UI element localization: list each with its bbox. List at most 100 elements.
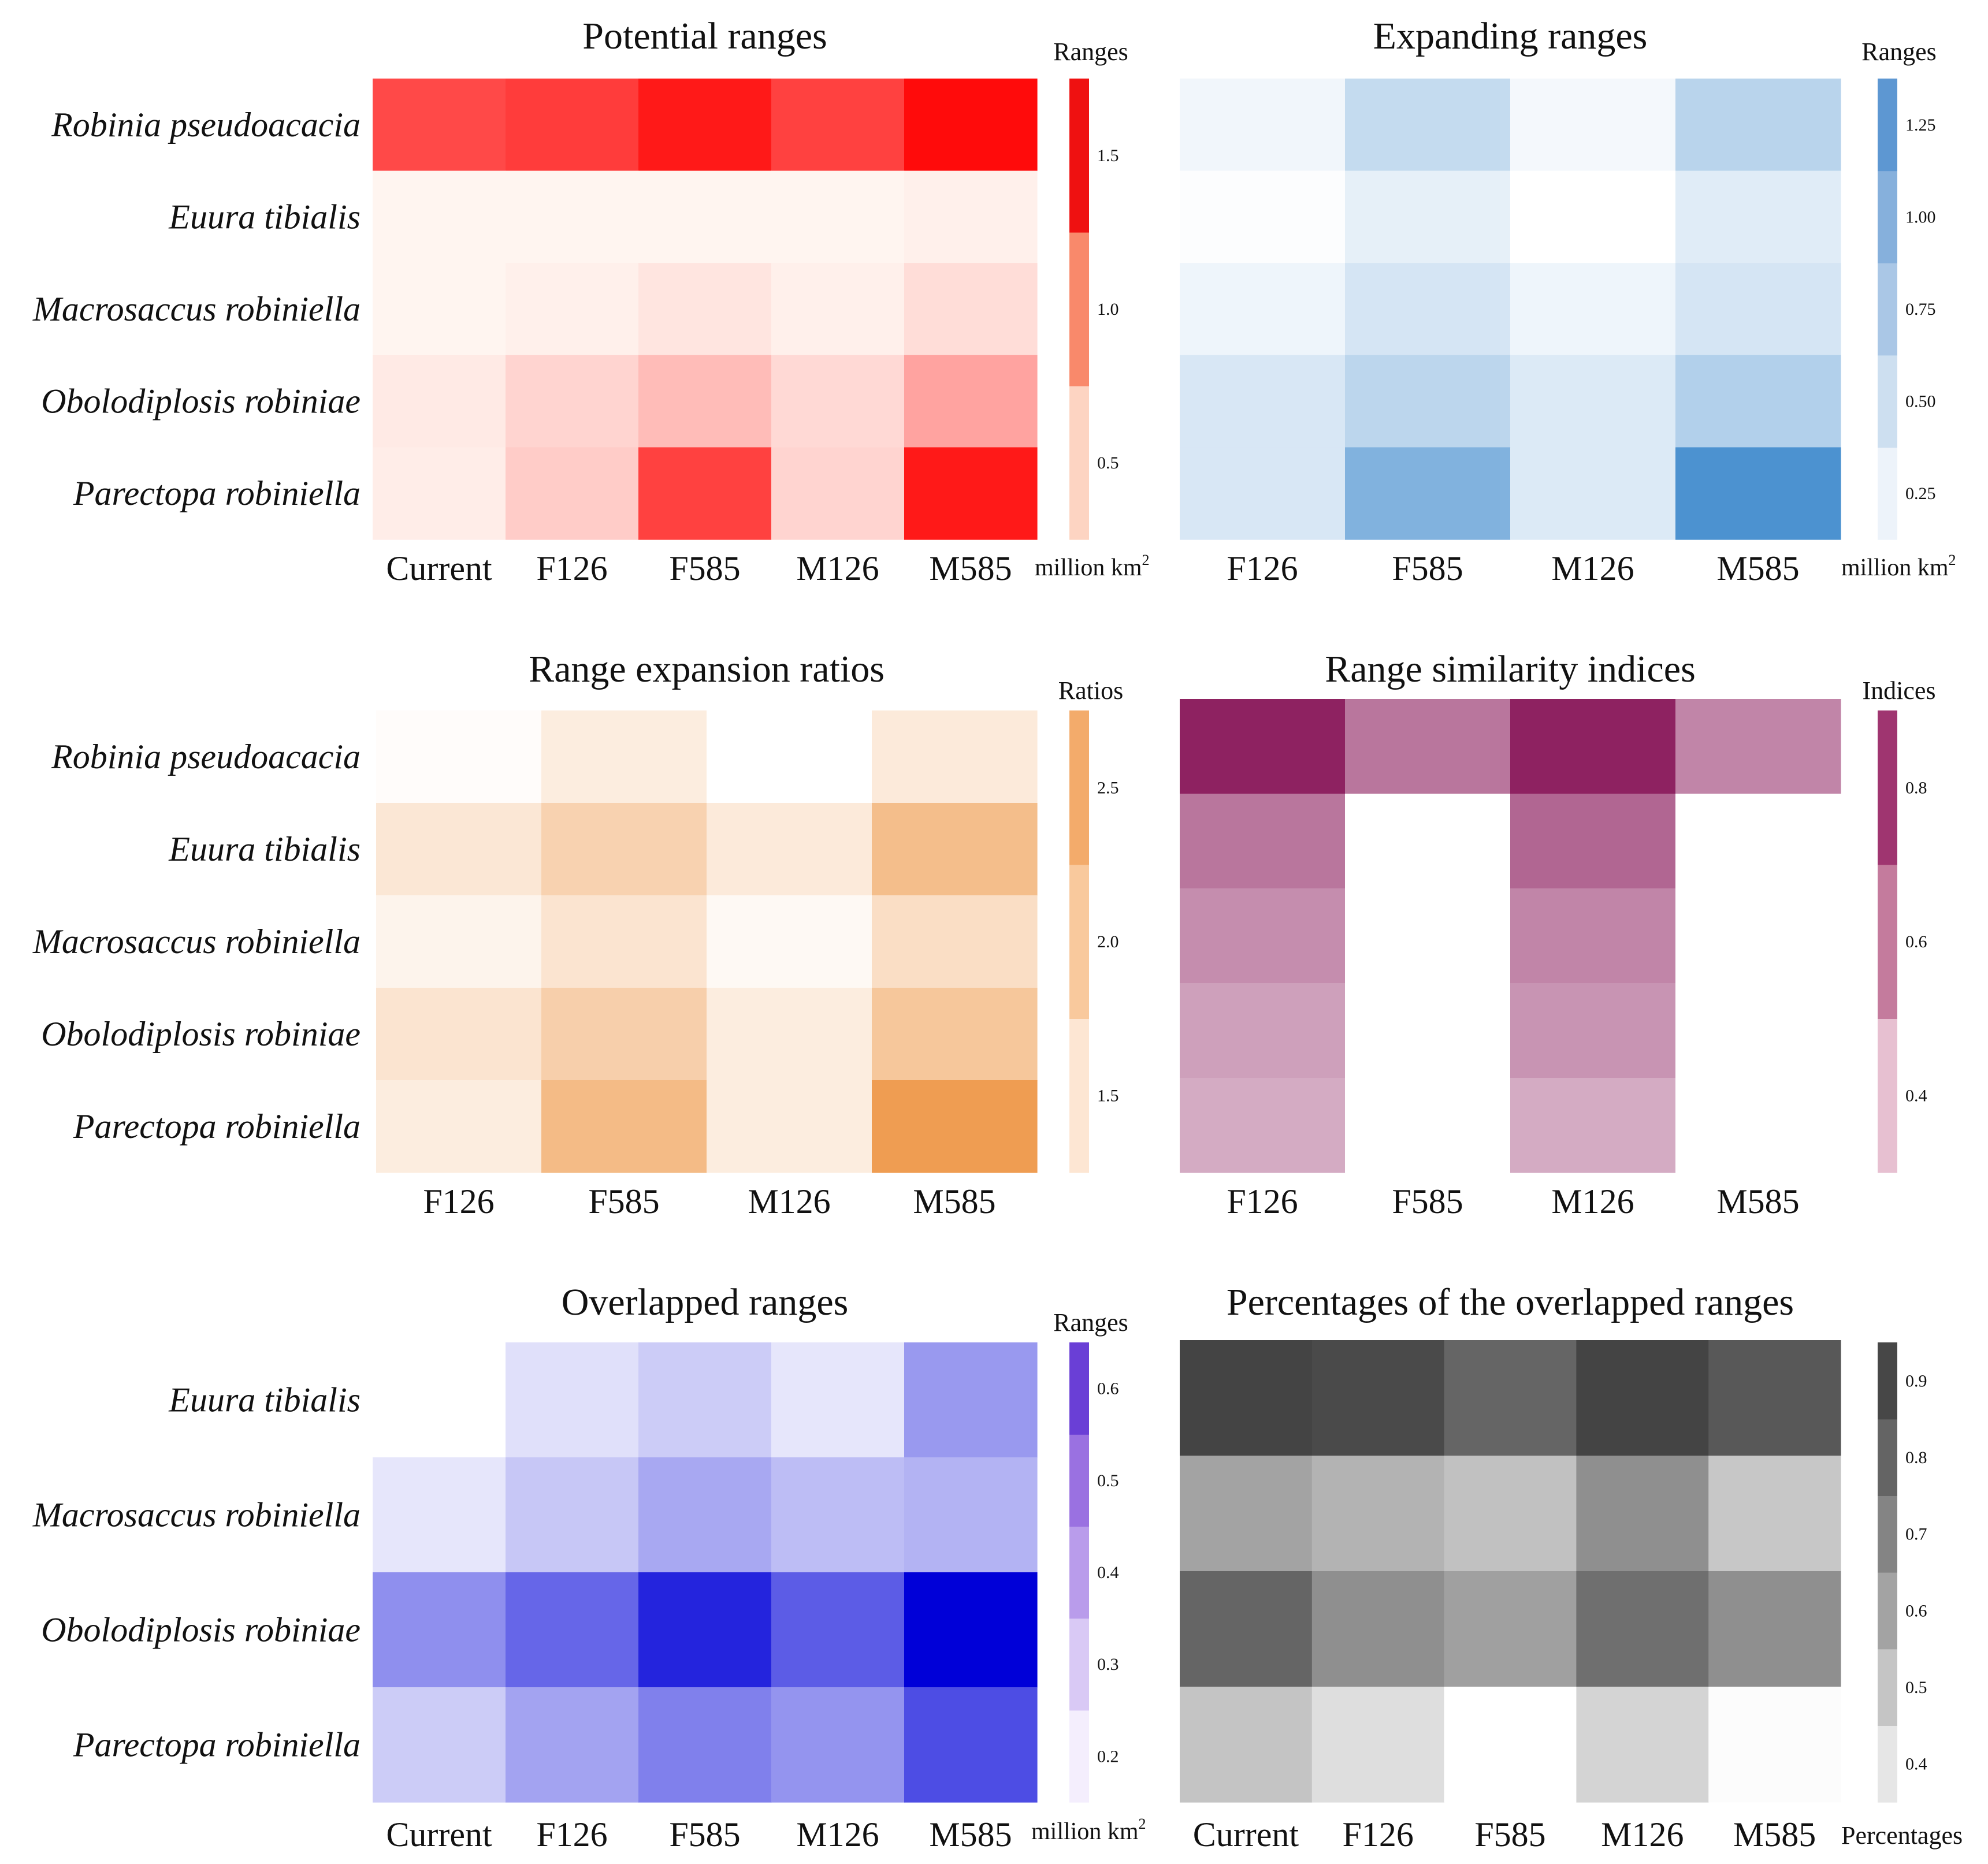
heatmap-cell <box>376 895 542 988</box>
heatmap-cell <box>1180 1687 1313 1803</box>
colorbar-band <box>1878 263 1897 356</box>
colorbar-unit: million km2 <box>1841 552 1956 581</box>
heatmap-cell <box>373 79 506 172</box>
column-label: M126 <box>796 1815 879 1854</box>
column-label: M585 <box>929 1815 1012 1854</box>
heatmap-cell <box>904 79 1038 172</box>
heatmap-cell <box>872 895 1038 988</box>
heatmap-cell <box>1311 1340 1445 1456</box>
colorbar-band <box>1878 710 1897 865</box>
heatmap-cell <box>872 988 1038 1081</box>
column-label: F126 <box>536 549 607 587</box>
colorbar-title: Percentages <box>1841 1821 1963 1850</box>
column-label: M126 <box>748 1182 830 1221</box>
heatmap-cell <box>1444 1340 1577 1456</box>
heatmap-cell <box>707 803 872 896</box>
heatmap-cell <box>1311 1456 1445 1572</box>
heatmap-cell <box>1708 1687 1841 1803</box>
heatmap-cell <box>1675 447 1841 540</box>
colorbar-band <box>1878 355 1897 448</box>
colorbar-band <box>1878 1419 1897 1496</box>
heatmap-cell <box>638 1342 772 1458</box>
column-label: M585 <box>929 549 1012 587</box>
heatmap-cell <box>1180 983 1346 1078</box>
colorbar-tick-label: 0.8 <box>1905 778 1927 797</box>
heatmap-cell <box>1576 1571 1709 1687</box>
expansion_ratios-panel: Range expansion ratios Robinia pseudoacac… <box>32 648 1123 1221</box>
colorbar-band <box>1878 1495 1897 1573</box>
colorbar-band <box>1878 1725 1897 1803</box>
heatmap-cell <box>1180 1571 1313 1687</box>
heatmap-cell <box>1510 794 1676 889</box>
heatmap-cell <box>506 79 639 172</box>
heatmap-cell <box>707 710 872 803</box>
heatmap-cell <box>506 1342 639 1458</box>
colorbar-tick-label: 0.3 <box>1097 1655 1119 1674</box>
heatmap-cell <box>904 1572 1038 1688</box>
column-label: F585 <box>1392 1182 1463 1221</box>
heatmap-cell <box>1345 447 1511 540</box>
colorbar-band <box>1878 170 1897 263</box>
heatmap-cell <box>1510 983 1676 1078</box>
heatmap-cell <box>1180 1340 1313 1456</box>
heatmap-cell <box>904 170 1038 263</box>
colorbar-tick-label: 1.0 <box>1097 300 1119 319</box>
colorbar-tick-label: 0.2 <box>1097 1747 1119 1766</box>
heatmap-cell <box>506 447 639 540</box>
heatmap-cell <box>1180 263 1346 356</box>
heatmap-cell <box>1345 263 1511 356</box>
heatmap-cell <box>1675 79 1841 172</box>
percentages-panel: Percentages of the overlapped ranges Curr… <box>1180 1281 1963 1854</box>
row-label: Euura tibialis <box>168 1381 361 1419</box>
colorbar-tick-label: 0.4 <box>1097 1563 1119 1582</box>
colorbar-band <box>1878 447 1897 540</box>
heatmap-cell <box>506 355 639 448</box>
colorbar-title: Ranges <box>1861 38 1937 66</box>
heatmap-cell <box>638 1457 772 1573</box>
heatmap-cell <box>1345 355 1511 448</box>
row-label: Macrosaccus robiniella <box>32 1496 361 1534</box>
heatmap-cell <box>771 355 905 448</box>
heatmap-cell <box>541 988 707 1081</box>
row-label: Euura tibialis <box>168 198 361 236</box>
heatmap-cell <box>872 1080 1038 1173</box>
heatmap-cell <box>707 895 872 988</box>
heatmap-cell <box>1510 888 1676 984</box>
row-label: Obolodiplosis robiniae <box>41 1015 361 1053</box>
colorbar-tick-label: 0.4 <box>1905 1755 1927 1774</box>
heatmap-cell <box>1444 1571 1577 1687</box>
heatmap-cell <box>1180 699 1346 794</box>
colorbar-band <box>1878 79 1897 172</box>
column-label: Current <box>1193 1815 1299 1854</box>
heatmap-cell <box>1180 1456 1313 1572</box>
colorbar-tick-label: 1.00 <box>1905 207 1936 226</box>
colorbar-band <box>1069 79 1089 233</box>
row-label: Robinia pseudoacacia <box>51 738 361 776</box>
panel-title: Overlapped ranges <box>562 1281 849 1323</box>
heatmap-cell <box>373 1457 506 1573</box>
heatmap-cell <box>771 263 905 356</box>
colorbar-band <box>1069 1618 1089 1711</box>
colorbar-tick-label: 0.6 <box>1905 1601 1927 1620</box>
colorbar-band <box>1069 386 1089 540</box>
heatmap-cell <box>376 710 542 803</box>
row-label: Robinia pseudoacacia <box>51 106 361 144</box>
row-label: Parectopa robiniella <box>73 474 361 512</box>
colorbar-tick-label: 0.7 <box>1905 1525 1927 1544</box>
heatmap-cell <box>904 1342 1038 1458</box>
panel-title: Range similarity indices <box>1325 648 1696 690</box>
potential-panel: Potential ranges Robinia pseudoacacia Euur… <box>32 15 1150 587</box>
heatmap-cell <box>1510 170 1676 263</box>
heatmap-cell <box>904 1687 1038 1803</box>
heatmap-cell <box>1180 447 1346 540</box>
heatmap-cell <box>541 895 707 988</box>
heatmap-cell <box>1345 170 1511 263</box>
colorbar-band <box>1878 1649 1897 1726</box>
row-label: Parectopa robiniella <box>73 1107 361 1145</box>
heatmap-cell <box>638 79 772 172</box>
colorbar-tick-label: 0.50 <box>1905 392 1936 411</box>
heatmap-cell <box>373 447 506 540</box>
colorbar-band <box>1878 864 1897 1019</box>
heatmap-cell <box>771 1342 905 1458</box>
column-label: M585 <box>913 1182 995 1221</box>
